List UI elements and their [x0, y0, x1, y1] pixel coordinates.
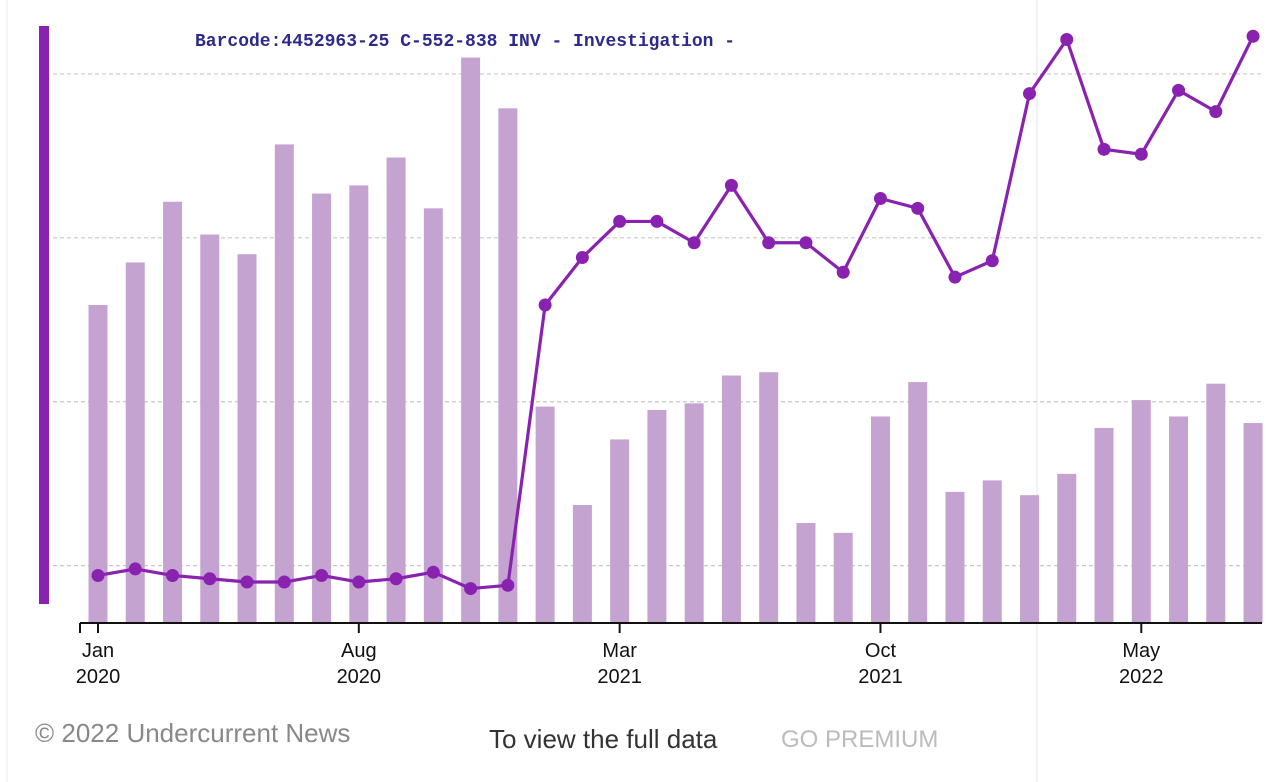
bar	[461, 57, 481, 623]
x-tick-label-line: 2022	[1119, 666, 1164, 688]
bar	[237, 254, 257, 623]
point	[911, 201, 925, 215]
credit: © 2022 Undercurrent News	[35, 718, 351, 748]
x-tick-label-line: 2020	[76, 666, 121, 688]
point	[724, 178, 738, 192]
point	[1023, 87, 1036, 101]
bar	[833, 532, 853, 623]
point	[575, 250, 589, 264]
bar	[535, 406, 555, 623]
bar	[759, 372, 779, 623]
point	[1246, 29, 1260, 43]
point	[203, 572, 217, 586]
bar	[1020, 495, 1039, 623]
bar	[684, 403, 704, 623]
bar	[423, 208, 443, 623]
point	[1134, 147, 1148, 161]
x-tick-label-line: 2021	[597, 666, 642, 688]
point	[985, 254, 999, 268]
bar	[1243, 423, 1263, 623]
point	[1172, 83, 1186, 97]
x-tick-label: Aug 2020	[337, 640, 382, 688]
x-tick-label: May 2022	[1119, 640, 1164, 688]
point	[352, 575, 366, 589]
accent-bar	[39, 26, 49, 604]
bar	[1206, 383, 1226, 623]
point	[128, 562, 142, 576]
x-tick-label: Jan 2020	[76, 640, 121, 688]
point	[91, 568, 105, 582]
bar	[796, 523, 816, 623]
bar	[945, 491, 965, 623]
line	[97, 35, 1255, 591]
x-tick-label: Oct 2021	[858, 640, 903, 688]
bar	[200, 234, 220, 623]
point	[687, 236, 701, 250]
x-tick-label-line: Oct	[865, 640, 897, 662]
point	[315, 568, 329, 582]
point	[650, 214, 664, 228]
point	[240, 575, 254, 589]
point	[501, 578, 515, 592]
point	[799, 236, 813, 250]
bar	[1169, 416, 1189, 623]
point	[613, 214, 627, 228]
x-tick-label-line: May	[1122, 640, 1160, 662]
go-premium[interactable]: GO PREMIUM	[781, 726, 939, 753]
point	[426, 565, 440, 579]
point	[1060, 33, 1074, 47]
bar	[125, 262, 145, 623]
point	[277, 575, 291, 589]
bar	[386, 157, 406, 623]
point	[836, 265, 850, 279]
point	[762, 236, 776, 250]
bar	[572, 504, 592, 623]
bar	[274, 144, 294, 623]
bar	[1094, 427, 1114, 623]
bar	[312, 193, 332, 623]
bar	[982, 480, 1002, 623]
bar	[610, 439, 630, 623]
x-tick-label-line: 2020	[337, 666, 382, 688]
x-tick-label-line: Jan	[82, 640, 114, 662]
point	[1097, 142, 1111, 156]
bar	[1131, 400, 1151, 623]
x-tick-label-line: Aug	[341, 640, 377, 662]
point	[389, 572, 403, 586]
annotation: Barcode:4452963-25 C-552-838 INV - Inves…	[195, 32, 735, 52]
point	[464, 582, 478, 596]
point	[166, 568, 180, 582]
bar	[498, 108, 518, 624]
point	[1209, 105, 1223, 119]
prompt: To view the full data	[489, 724, 718, 754]
bar	[88, 305, 108, 623]
bar	[908, 382, 928, 623]
point	[873, 191, 887, 205]
point	[538, 298, 552, 312]
x-tick-label-line: Mar	[602, 640, 637, 662]
bar	[870, 416, 890, 623]
point	[948, 270, 962, 284]
bar	[163, 201, 183, 623]
x-tick-label: Mar 2021	[597, 640, 642, 688]
bar	[647, 409, 667, 623]
bar	[1057, 473, 1077, 623]
bar	[349, 185, 369, 623]
x-tick-label-line: 2021	[858, 666, 903, 688]
plot: Jan 2020 Aug 2020 Mar 2021 Oct 2021 May 2022	[53, 29, 1263, 688]
bar	[721, 375, 741, 623]
